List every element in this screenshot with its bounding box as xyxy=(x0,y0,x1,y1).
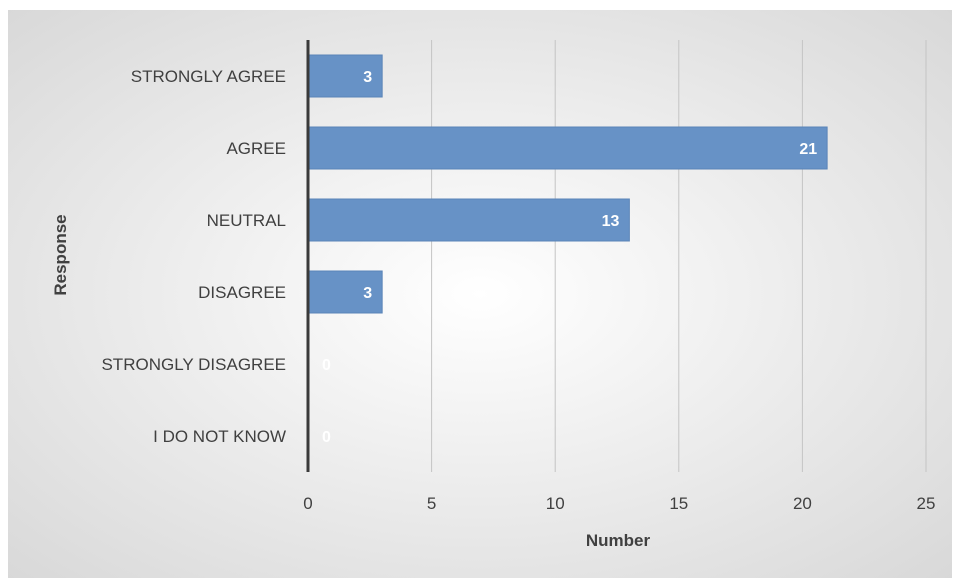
y-category-label-neutral: NEUTRAL xyxy=(207,211,286,230)
x-tick-label-25: 25 xyxy=(917,494,936,513)
x-tick-label-0: 0 xyxy=(303,494,312,513)
y-category-label-i-do-not-know: I DO NOT KNOW xyxy=(153,427,286,446)
bar-agree xyxy=(307,126,828,170)
y-axis-title: Response xyxy=(51,214,70,295)
data-label-strongly-disagree: 0 xyxy=(322,357,331,374)
x-tick-label-20: 20 xyxy=(793,494,812,513)
data-label-strongly-agree: 3 xyxy=(363,69,372,86)
x-tick-label-15: 15 xyxy=(669,494,688,513)
bar-neutral xyxy=(307,198,630,242)
bars xyxy=(307,54,828,314)
y-category-label-strongly-agree: STRONGLY AGREE xyxy=(131,67,286,86)
x-tick-label-5: 5 xyxy=(427,494,436,513)
x-tick-label-10: 10 xyxy=(546,494,565,513)
x-axis-title: Number xyxy=(586,531,651,550)
data-label-agree: 21 xyxy=(799,141,817,158)
y-category-label-strongly-disagree: STRONGLY DISAGREE xyxy=(101,355,286,374)
y-category-label-disagree: DISAGREE xyxy=(198,283,286,302)
data-label-disagree: 3 xyxy=(363,285,372,302)
chart-area-background xyxy=(8,10,952,578)
y-category-label-agree: AGREE xyxy=(226,139,286,158)
data-label-neutral: 13 xyxy=(602,213,620,230)
labels: 0 5 10 15 20 25 STRONGLY AGREE 3 AGREE 21 NEUTRAL 1… xyxy=(101,67,935,513)
gridlines xyxy=(431,40,927,472)
bar-disagree xyxy=(307,270,383,314)
data-label-i-do-not-know: 0 xyxy=(322,429,331,446)
